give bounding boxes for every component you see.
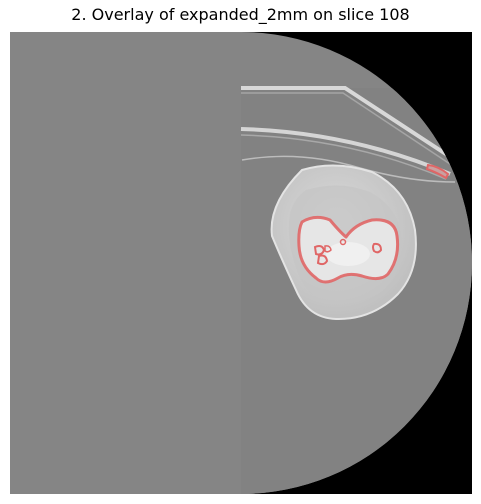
bone-highlight <box>326 242 370 266</box>
figure-title: 2. Overlay of expanded_2mm on slice 108 <box>0 4 481 26</box>
ct-slice-image <box>10 32 472 494</box>
